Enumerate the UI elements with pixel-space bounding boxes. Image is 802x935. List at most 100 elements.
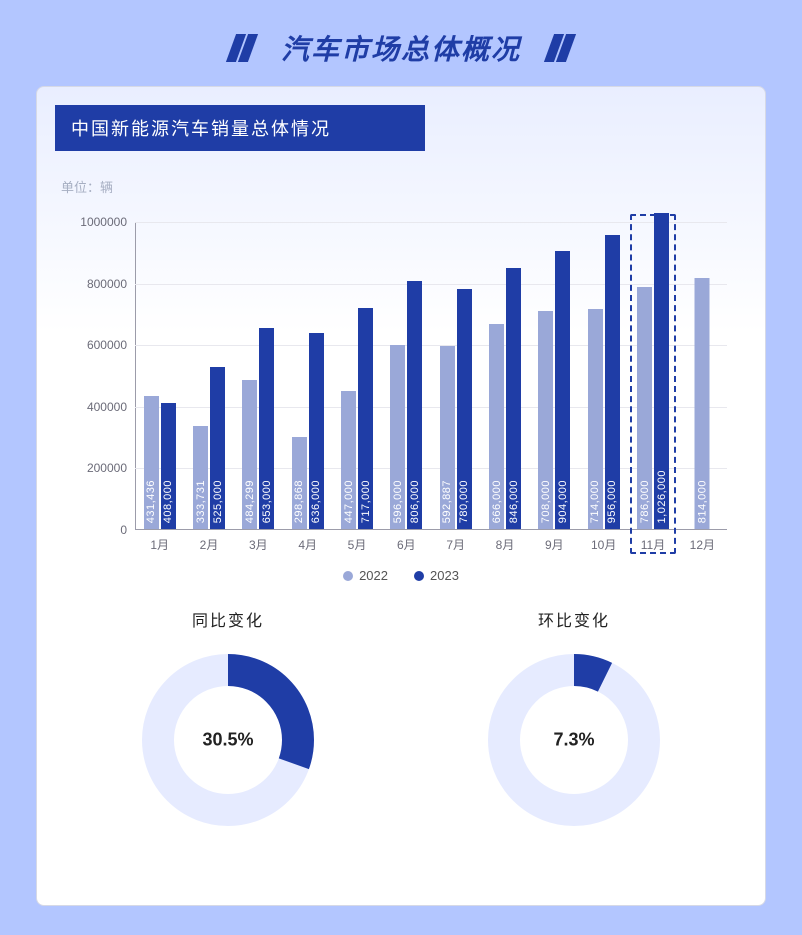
legend-label: 2022 xyxy=(359,568,388,583)
bar: 714,000 xyxy=(588,309,603,529)
donut-block: 同比变化 30.5% xyxy=(133,607,323,835)
bar: 447,000 xyxy=(341,391,356,529)
bar-value-label: 447,000 xyxy=(343,480,355,523)
y-tick-label: 200000 xyxy=(87,461,135,475)
y-tick-label: 400000 xyxy=(87,400,135,414)
bar-value-label: 408,000 xyxy=(162,480,174,523)
bar-value-label: 666,000 xyxy=(491,480,503,523)
bar-value-label: 333,731 xyxy=(195,480,207,523)
bar-chart-plot: 020000040000060000080000010000001月431,43… xyxy=(135,222,727,530)
bar: 431,436 xyxy=(144,396,159,529)
x-tick-label: 7月 xyxy=(446,530,465,553)
bar-value-label: 525,000 xyxy=(212,480,224,523)
page-title-row: 汽车市场总体概况 xyxy=(0,0,802,86)
slash-left-icon xyxy=(231,34,253,62)
y-axis-line xyxy=(135,222,136,530)
x-tick-label: 8月 xyxy=(496,530,515,553)
donut-chart: 30.5% xyxy=(133,645,323,835)
bar: 806,000 xyxy=(407,281,422,529)
bar: 956,000 xyxy=(605,235,620,529)
bar-group: 814,000 xyxy=(695,278,710,529)
bar: 814,000 xyxy=(695,278,710,529)
y-tick-label: 800000 xyxy=(87,277,135,291)
bar-group: 484,299 653,000 xyxy=(242,328,274,529)
donut-title: 同比变化 xyxy=(192,607,264,631)
x-tick-label: 12月 xyxy=(690,530,715,553)
bar-group: 592,887 780,000 xyxy=(440,289,472,529)
main-card: 中国新能源汽车销量总体情况 单位：辆 020000040000060000080… xyxy=(36,86,766,906)
donut-value-label: 30.5% xyxy=(202,730,253,751)
bar-value-label: 814,000 xyxy=(696,480,708,523)
bar-value-label: 484,299 xyxy=(244,480,256,523)
y-tick-label: 600000 xyxy=(87,338,135,352)
legend-dot-icon xyxy=(414,571,424,581)
bar: 786,000 xyxy=(637,287,652,529)
bar-group: 298,868 636,000 xyxy=(292,333,324,529)
bar-group: 786,000 1,026,000 xyxy=(637,213,669,529)
slash-right-icon xyxy=(549,34,571,62)
donut-value-label: 7.3% xyxy=(553,730,594,751)
bar-value-label: 653,000 xyxy=(261,480,273,523)
bar-value-label: 846,000 xyxy=(508,480,520,523)
donuts-row: 同比变化 30.5% 环比变化 7.3% xyxy=(55,607,747,835)
donut-title: 环比变化 xyxy=(538,607,610,631)
x-tick-label: 3月 xyxy=(249,530,268,553)
bar: 596,000 xyxy=(390,345,405,529)
bar-group: 596,000 806,000 xyxy=(390,281,422,529)
bar: 780,000 xyxy=(457,289,472,529)
bar: 484,299 xyxy=(242,380,257,529)
bar-group: 666,000 846,000 xyxy=(489,268,521,529)
bar-group: 447,000 717,000 xyxy=(341,308,373,529)
bar-value-label: 298,868 xyxy=(293,480,305,523)
bar-value-label: 786,000 xyxy=(639,480,651,523)
x-tick-label: 4月 xyxy=(298,530,317,553)
bar-value-label: 806,000 xyxy=(409,480,421,523)
bar-value-label: 780,000 xyxy=(458,480,470,523)
legend-dot-icon xyxy=(343,571,353,581)
bar-value-label: 904,000 xyxy=(557,480,569,523)
bar: 333,731 xyxy=(193,426,208,529)
bar: 1,026,000 xyxy=(654,213,669,529)
x-axis-line xyxy=(135,529,727,530)
unit-label: 单位：辆 xyxy=(61,177,747,196)
bar: 636,000 xyxy=(309,333,324,529)
bar: 904,000 xyxy=(555,251,570,529)
bar: 666,000 xyxy=(489,324,504,529)
x-tick-label: 5月 xyxy=(348,530,367,553)
bar-value-label: 592,887 xyxy=(441,480,453,523)
x-tick-label: 2月 xyxy=(200,530,219,553)
donut-block: 环比变化 7.3% xyxy=(479,607,669,835)
page-title: 汽车市场总体概况 xyxy=(281,28,521,68)
legend-item: 2022 xyxy=(343,568,388,583)
section-banner: 中国新能源汽车销量总体情况 xyxy=(55,105,425,151)
bar-value-label: 596,000 xyxy=(392,480,404,523)
bar-group: 431,436 408,000 xyxy=(144,396,176,529)
bar-value-label: 636,000 xyxy=(310,480,322,523)
bar-group: 708,000 904,000 xyxy=(538,251,570,529)
x-tick-label: 6月 xyxy=(397,530,416,553)
bar-value-label: 708,000 xyxy=(540,480,552,523)
bar: 408,000 xyxy=(161,403,176,529)
bar: 708,000 xyxy=(538,311,553,529)
bar-value-label: 714,000 xyxy=(589,480,601,523)
chart-legend: 2022 2023 xyxy=(55,568,747,583)
x-tick-label: 10月 xyxy=(591,530,616,553)
bar-value-label: 717,000 xyxy=(360,480,372,523)
y-tick-label: 0 xyxy=(120,523,135,537)
bar-chart: 020000040000060000080000010000001月431,43… xyxy=(65,216,737,556)
x-tick-label: 11月 xyxy=(641,530,665,553)
bar-value-label: 431,436 xyxy=(145,480,157,523)
legend-label: 2023 xyxy=(430,568,459,583)
y-tick-label: 1000000 xyxy=(80,215,135,229)
bar: 592,887 xyxy=(440,346,455,529)
donut-chart: 7.3% xyxy=(479,645,669,835)
bar: 717,000 xyxy=(358,308,373,529)
bar: 525,000 xyxy=(210,367,225,529)
bar-value-label: 956,000 xyxy=(606,480,618,523)
bar-group: 333,731 525,000 xyxy=(193,367,225,529)
bar: 653,000 xyxy=(259,328,274,529)
bar: 846,000 xyxy=(506,268,521,529)
bar-value-label: 1,026,000 xyxy=(656,470,668,523)
x-tick-label: 9月 xyxy=(545,530,564,553)
legend-item: 2023 xyxy=(414,568,459,583)
